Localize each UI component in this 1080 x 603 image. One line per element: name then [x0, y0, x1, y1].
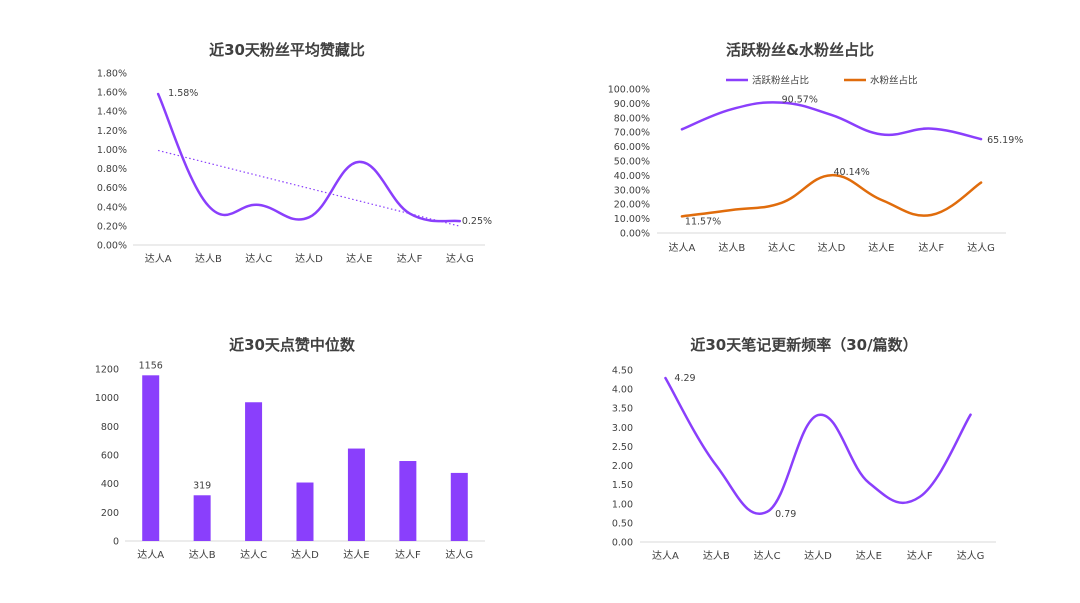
y-tick-label: 0.20% [97, 221, 127, 232]
y-tick-label: 10.00% [614, 214, 650, 225]
series-line [680, 173, 983, 218]
y-tick-label: 1.40% [97, 107, 127, 118]
y-tick-label: 800 [101, 422, 119, 433]
y-tick-label: 50.00% [614, 157, 650, 168]
x-category-label: 达人G [957, 550, 985, 562]
x-category-label: 达人E [868, 242, 894, 254]
y-tick-label: 400 [101, 479, 119, 490]
y-tick-label: 200 [101, 508, 119, 519]
chart-title: 近30天点赞中位数 [229, 336, 356, 354]
x-category-label: 达人G [967, 242, 995, 254]
x-category-label: 达人F [397, 253, 423, 265]
legend-label: 水粉丝占比 [870, 75, 918, 87]
y-tick-label: 1200 [95, 365, 119, 376]
bar [245, 402, 263, 541]
x-category-label: 达人F [395, 549, 421, 561]
x-category-label: 达人B [703, 550, 730, 562]
x-category-label: 达人E [856, 550, 882, 562]
data-label: 65.19% [987, 135, 1023, 146]
y-tick-label: 4.50 [612, 366, 633, 377]
y-tick-label: 90.00% [614, 99, 650, 110]
y-tick-label: 1.00 [612, 499, 633, 510]
median-likes-chart: 近30天点赞中位数 0 200 400 600 800 1000 1200 达人A 达人B 达人C 达… [95, 336, 485, 561]
y-tick-label: 40.00% [614, 171, 650, 182]
y-tick-label: 0.00 [612, 538, 633, 549]
y-tick-label: 100.00% [608, 85, 650, 96]
y-tick-label: 1.80% [97, 69, 127, 80]
y-tick-label: 4.00 [612, 385, 633, 396]
y-tick-label: 1.60% [97, 88, 127, 99]
x-category-label: 达人G [445, 549, 473, 561]
y-tick-label: 0.00% [97, 241, 127, 252]
x-category-label: 达人F [918, 242, 944, 254]
y-tick-label: 30.00% [614, 185, 650, 196]
y-tick-label: 1.00% [97, 145, 127, 156]
x-category-label: 达人C [768, 242, 795, 254]
x-category-label: 达人D [291, 549, 319, 561]
y-tick-label: 0.60% [97, 183, 127, 194]
data-label: 4.29 [674, 373, 695, 384]
x-category-label: 达人C [754, 550, 781, 562]
x-category-label: 达人B [189, 549, 216, 561]
data-label: 319 [193, 480, 211, 491]
active-vs-fake-fans-chart: 活跃粉丝&水粉丝占比 0.00% 10.00% 20.00% 30.00% 40.00% 5… [608, 41, 1024, 254]
series-line [156, 92, 462, 223]
y-tick-label: 1.20% [97, 126, 127, 137]
x-category-label: 达人D [295, 253, 323, 265]
y-tick-label: 70.00% [614, 128, 650, 139]
data-label: 1.58% [168, 88, 198, 99]
x-category-label: 达人E [343, 549, 369, 561]
y-tick-label: 0.80% [97, 164, 127, 175]
x-category-label: 达人D [804, 550, 832, 562]
bar [296, 482, 314, 541]
x-category-label: 达人A [669, 242, 696, 254]
y-tick-label: 60.00% [614, 142, 650, 153]
x-category-label: 达人C [240, 549, 267, 561]
x-category-label: 达人B [718, 242, 745, 254]
x-category-label: 达人B [195, 253, 222, 265]
x-category-label: 达人G [446, 253, 474, 265]
chart-title: 近30天粉丝平均赞藏比 [209, 41, 365, 59]
bar [347, 448, 365, 541]
chart-title: 近30天笔记更新频率（30/篇数） [690, 336, 917, 354]
data-label: 0.79 [775, 509, 796, 520]
y-tick-label: 1000 [95, 393, 119, 404]
chart-title: 活跃粉丝&水粉丝占比 [726, 41, 874, 59]
y-tick-label: 2.00 [612, 461, 633, 472]
y-tick-label: 3.00 [612, 423, 633, 434]
x-category-label: 达人A [145, 253, 172, 265]
x-category-label: 达人E [346, 253, 372, 265]
avg-like-ratio-chart: 近30天粉丝平均赞藏比 0.00% 0.20% 0.40% 0.60% 0.80% 1.00… [97, 41, 492, 265]
y-tick-label: 0.40% [97, 202, 127, 213]
data-label: 1156 [139, 360, 163, 371]
data-label: 11.57% [685, 216, 721, 227]
y-tick-label: 80.00% [614, 113, 650, 124]
bar [450, 472, 468, 541]
y-tick-label: 0.50 [612, 518, 633, 529]
x-category-label: 达人A [137, 549, 164, 561]
y-tick-label: 3.50 [612, 404, 633, 415]
x-category-label: 达人C [245, 253, 272, 265]
series-line [680, 101, 983, 141]
y-tick-label: 20.00% [614, 200, 650, 211]
bar [399, 461, 417, 541]
x-category-label: 达人A [652, 550, 679, 562]
series-line [664, 376, 972, 515]
y-tick-label: 0.00% [620, 229, 650, 240]
x-category-label: 达人D [818, 242, 846, 254]
note-update-frequency-chart: 近30天笔记更新频率（30/篇数） 0.00 0.50 1.00 1.50 2.00 2.5… [612, 336, 996, 562]
y-tick-label: 0 [113, 537, 119, 548]
trendline [157, 149, 461, 227]
data-label: 0.25% [462, 216, 492, 227]
data-label: 40.14% [834, 167, 870, 178]
bar [142, 375, 160, 541]
y-tick-label: 600 [101, 451, 119, 462]
x-category-label: 达人F [907, 550, 933, 562]
y-tick-label: 1.50 [612, 480, 633, 491]
data-label: 90.57% [782, 95, 818, 106]
y-tick-label: 2.50 [612, 442, 633, 453]
bar [193, 495, 211, 541]
legend-label: 活跃粉丝占比 [752, 75, 809, 87]
